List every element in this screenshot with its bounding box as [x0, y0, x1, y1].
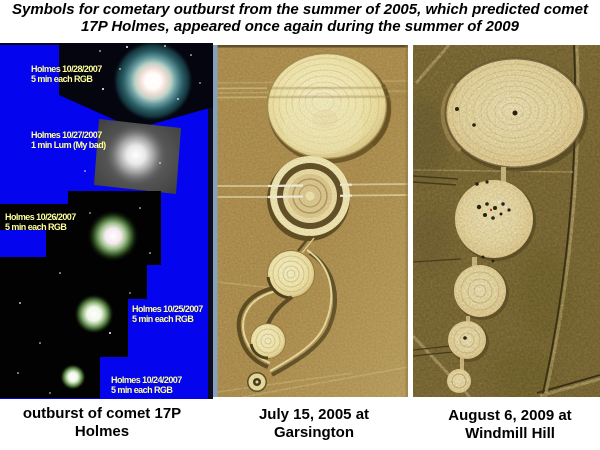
- svg-text:5 min each RGB: 5 min each RGB: [111, 385, 173, 395]
- svg-text:Holmes 10/28/2007: Holmes 10/28/2007: [31, 64, 102, 74]
- svg-text:5 min each RGB: 5 min each RGB: [5, 222, 67, 232]
- svg-text:Holmes 10/26/2007: Holmes 10/26/2007: [5, 212, 76, 222]
- svg-text:5 min each RGB: 5 min each RGB: [31, 74, 93, 84]
- svg-text:5 min each RGB: 5 min each RGB: [132, 314, 194, 324]
- svg-text:Holmes 10/27/2007: Holmes 10/27/2007: [31, 130, 102, 140]
- svg-text:1 min Lum (My bad): 1 min Lum (My bad): [31, 140, 106, 150]
- svg-text:Holmes 10/25/2007: Holmes 10/25/2007: [132, 304, 203, 314]
- svg-text:Holmes 10/24/2007: Holmes 10/24/2007: [111, 375, 182, 385]
